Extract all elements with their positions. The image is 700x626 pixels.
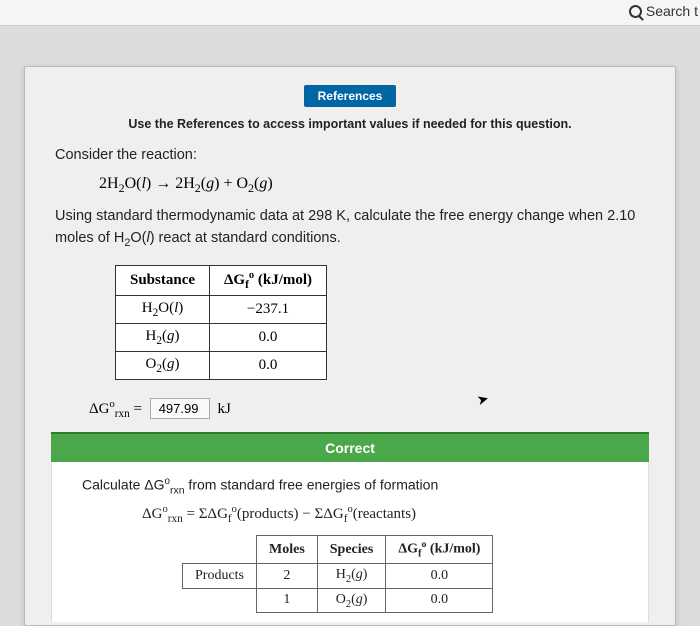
answer-unit: kJ	[217, 401, 230, 417]
references-note: Use the References to access important v…	[55, 117, 645, 131]
search-label: Search t	[646, 3, 698, 19]
instruction-text: Using standard thermodynamic data at 298…	[55, 206, 645, 251]
answer-prefix: ΔGorxn =	[89, 401, 142, 417]
table-row: H2O(l) −237.1	[116, 295, 327, 323]
references-row: References	[55, 85, 645, 107]
search-icon	[629, 5, 642, 18]
answer-input[interactable]: 497.99	[150, 398, 210, 419]
references-button[interactable]: References	[304, 85, 397, 107]
correct-banner: Correct	[51, 432, 649, 462]
solution-table: Moles Species ΔGfo (kJ/mol) Products 2 H…	[182, 535, 493, 613]
thermo-table: Substance ΔGfo (kJ/mol) H2O(l) −237.1 H2…	[115, 265, 327, 380]
top-bar: Search t	[0, 0, 700, 26]
reaction-equation: 2H2O(l) → 2H2(g) + O2(g)	[99, 175, 645, 196]
table-row: H2(g) 0.0	[116, 323, 327, 351]
solution-panel: Calculate ΔGorxn from standard free ener…	[51, 462, 649, 622]
answer-row: ΔGorxn = 497.99 kJ	[89, 398, 645, 420]
table-row: O2(g) 0.0	[116, 351, 327, 379]
sol-header: Moles	[257, 536, 318, 563]
sol-header: Species	[317, 536, 386, 563]
sol-header: ΔGfo (kJ/mol)	[386, 536, 493, 563]
table-header: Substance	[116, 265, 210, 295]
solution-formula: ΔGorxn = ΣΔGfo(products) − ΣΔGfo(reactan…	[142, 504, 618, 525]
table-header: ΔGfo (kJ/mol)	[210, 265, 327, 295]
table-row: 1 O2(g) 0.0	[183, 588, 493, 613]
table-row: Products 2 H2(g) 0.0	[183, 563, 493, 588]
search-control[interactable]: Search t	[629, 3, 700, 19]
consider-text: Consider the reaction:	[55, 145, 645, 167]
solution-intro: Calculate ΔGorxn from standard free ener…	[82, 476, 618, 496]
question-panel: References Use the References to access …	[24, 66, 676, 626]
